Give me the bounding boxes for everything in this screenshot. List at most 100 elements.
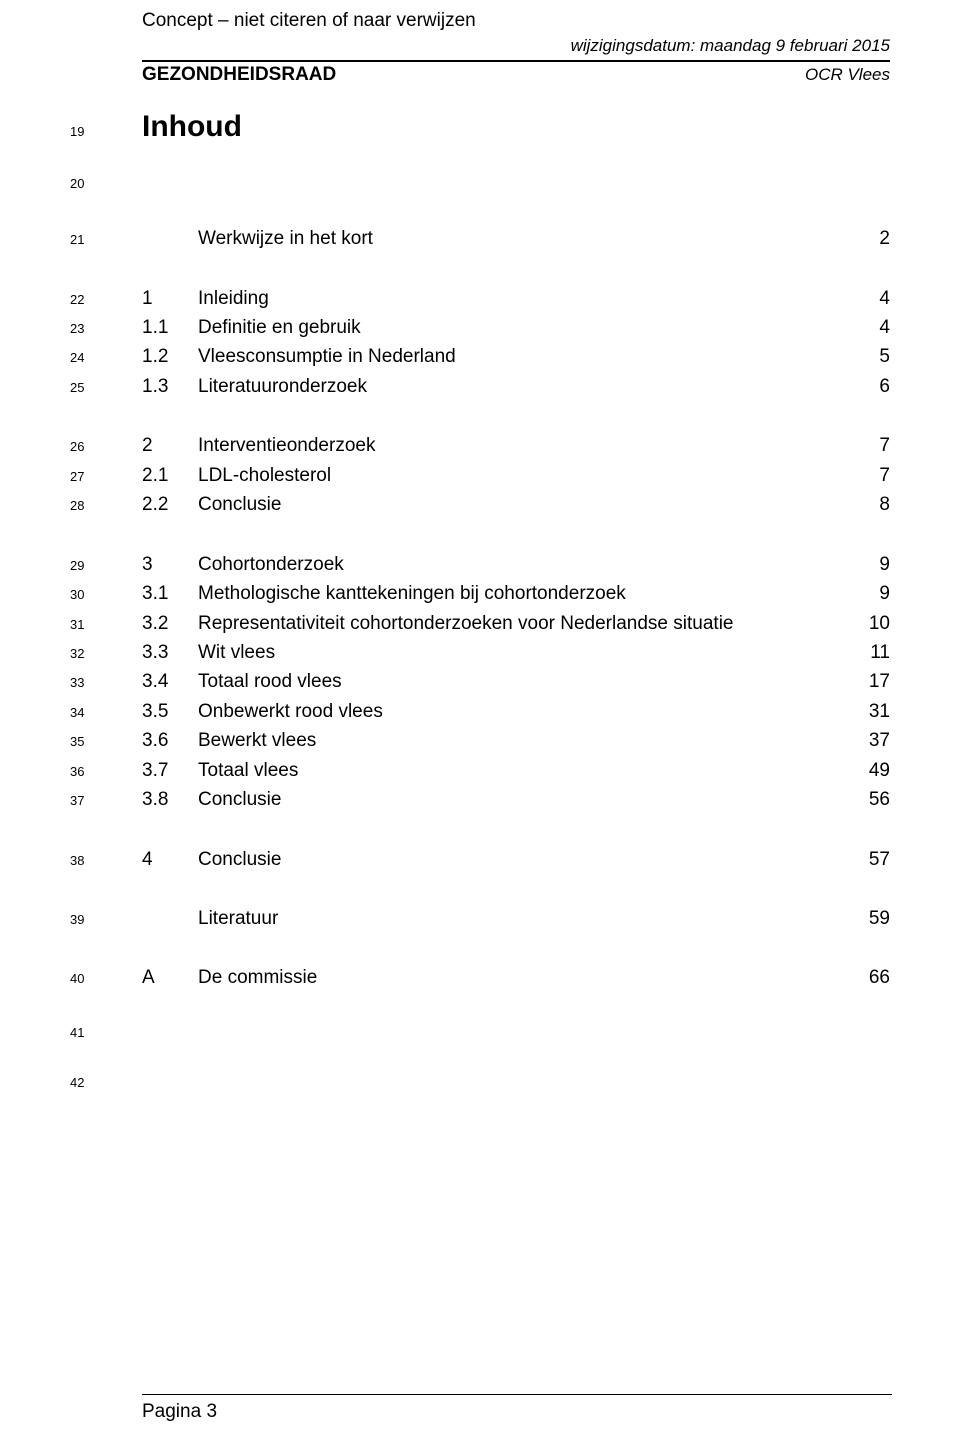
toc-row: 373.8Conclusie56 xyxy=(70,785,890,814)
toc-row: 343.5Onbewerkt rood vlees31 xyxy=(70,697,890,726)
toc-label: Interventieonderzoek xyxy=(198,431,375,460)
section-number: 1.1 xyxy=(142,313,198,342)
line-number: 34 xyxy=(70,703,142,723)
line-number: 26 xyxy=(70,437,142,457)
section-number: 3.5 xyxy=(142,697,198,726)
line-number: 23 xyxy=(70,319,142,339)
toc: 21Werkwijze in het kort2 221Inleiding423… xyxy=(70,224,890,1093)
spacer-20: 20 xyxy=(70,174,890,194)
section-number: 1.2 xyxy=(142,342,198,371)
line-number: 29 xyxy=(70,556,142,576)
toc-page: 66 xyxy=(856,963,890,992)
toc-page: 7 xyxy=(856,431,890,460)
line-number: 39 xyxy=(70,910,142,930)
toc-page: 5 xyxy=(856,342,890,371)
section-number: 2 xyxy=(142,431,198,460)
page: Concept – niet citeren of naar verwijzen… xyxy=(0,0,960,1453)
toc-page: 11 xyxy=(856,638,890,667)
toc-page: 2 xyxy=(856,224,890,253)
line-number: 27 xyxy=(70,467,142,487)
toc-group: 39Literatuur59 xyxy=(70,904,890,933)
toc-row: 21Werkwijze in het kort2 xyxy=(70,224,890,253)
section-number: 3.1 xyxy=(142,579,198,608)
toc-label: Onbewerkt rood vlees xyxy=(198,697,383,726)
toc-page: 10 xyxy=(856,609,890,638)
toc-row: 221Inleiding 4 xyxy=(70,284,890,313)
concept-line: Concept – niet citeren of naar verwijzen xyxy=(142,10,890,32)
revision-date: wijzigingsdatum: maandag 9 februari 2015 xyxy=(142,36,890,56)
toc-page: 4 xyxy=(856,284,890,313)
toc-group: 41 xyxy=(70,1023,890,1043)
header-rule xyxy=(142,60,890,62)
line-number: 32 xyxy=(70,644,142,664)
toc-row: 333.4Totaal rood vlees 17 xyxy=(70,667,890,696)
toc-label: Vleesconsumptie in Nederland xyxy=(198,342,456,371)
toc-row: 262Interventieonderzoek 7 xyxy=(70,431,890,460)
toc-group: 42 xyxy=(70,1073,890,1093)
line-number: 40 xyxy=(70,969,142,989)
toc-row: 293Cohortonderzoek 9 xyxy=(70,550,890,579)
toc-label: Literatuuronderzoek xyxy=(198,372,367,401)
toc-group: 221Inleiding4231.1Definitie en gebruik42… xyxy=(70,284,890,402)
toc-row: 39Literatuur59 xyxy=(70,904,890,933)
toc-page: 9 xyxy=(856,550,890,579)
toc-page: 9 xyxy=(856,579,890,608)
toc-label: Conclusie xyxy=(198,490,281,519)
toc-label: Cohortonderzoek xyxy=(198,550,344,579)
toc-row: 231.1Definitie en gebruik 4 xyxy=(70,313,890,342)
toc-label: Definitie en gebruik xyxy=(198,313,361,342)
org-name: GEZONDHEIDSRAAD xyxy=(142,64,336,86)
toc-row: 353.6Bewerkt vlees37 xyxy=(70,726,890,755)
toc-row: 251.3Literatuuronderzoek 6 xyxy=(70,372,890,401)
toc-page: 6 xyxy=(856,372,890,401)
toc-group: 293Cohortonderzoek 9303.1Methologische ka… xyxy=(70,550,890,815)
toc-page: 17 xyxy=(856,667,890,696)
toc-row: 282.2Conclusie8 xyxy=(70,490,890,519)
line-number: 28 xyxy=(70,496,142,516)
toc-label: Inleiding xyxy=(198,284,269,313)
toc-row: 323.3Wit vlees 11 xyxy=(70,638,890,667)
section-number: 3.4 xyxy=(142,667,198,696)
section-number: A xyxy=(142,963,198,992)
toc-row: 42 xyxy=(70,1073,890,1093)
section-number: 3 xyxy=(142,550,198,579)
section-number: 1 xyxy=(142,284,198,313)
toc-page: 4 xyxy=(856,313,890,342)
section-number: 1.3 xyxy=(142,372,198,401)
line-number: 25 xyxy=(70,378,142,398)
toc-page: 56 xyxy=(856,785,890,814)
section-number: 2.1 xyxy=(142,461,198,490)
toc-label: De commissie xyxy=(198,963,317,992)
toc-label: Literatuur xyxy=(198,904,278,933)
line-number: 38 xyxy=(70,851,142,871)
page-number: Pagina 3 xyxy=(142,1401,892,1423)
toc-row: 303.1Methologische kanttekeningen bij co… xyxy=(70,579,890,608)
toc-page: 57 xyxy=(856,845,890,874)
footer: Pagina 3 xyxy=(142,1394,892,1423)
toc-group: 262Interventieonderzoek 7272.1LDL-cholest… xyxy=(70,431,890,519)
toc-label: Totaal rood vlees xyxy=(198,667,342,696)
line-number: 22 xyxy=(70,290,142,310)
toc-page: 37 xyxy=(856,726,890,755)
toc-label: Werkwijze in het kort xyxy=(198,224,373,253)
toc-label: Conclusie xyxy=(198,785,281,814)
section-number: 4 xyxy=(142,845,198,874)
toc-group: 40ADe commissie 66 xyxy=(70,963,890,992)
section-number: 3.6 xyxy=(142,726,198,755)
toc-row: 363.7Totaal vlees49 xyxy=(70,756,890,785)
line-number: 20 xyxy=(70,174,142,194)
line-number: 37 xyxy=(70,791,142,811)
footer-rule xyxy=(142,1394,892,1395)
toc-label: Representativiteit cohortonderzoeken voo… xyxy=(198,609,733,638)
toc-row: 384Conclusie 57 xyxy=(70,845,890,874)
toc-group: 384Conclusie 57 xyxy=(70,845,890,874)
toc-label: Bewerkt vlees xyxy=(198,726,316,755)
under-rule: GEZONDHEIDSRAAD OCR Vlees xyxy=(142,64,890,86)
section-number: 3.3 xyxy=(142,638,198,667)
toc-label: Methologische kanttekeningen bij cohorto… xyxy=(198,579,626,608)
toc-row: 272.1LDL-cholesterol7 xyxy=(70,461,890,490)
line-number: 33 xyxy=(70,673,142,693)
toc-label: Conclusie xyxy=(198,845,281,874)
section-number: 2.2 xyxy=(142,490,198,519)
toc-label: Wit vlees xyxy=(198,638,275,667)
